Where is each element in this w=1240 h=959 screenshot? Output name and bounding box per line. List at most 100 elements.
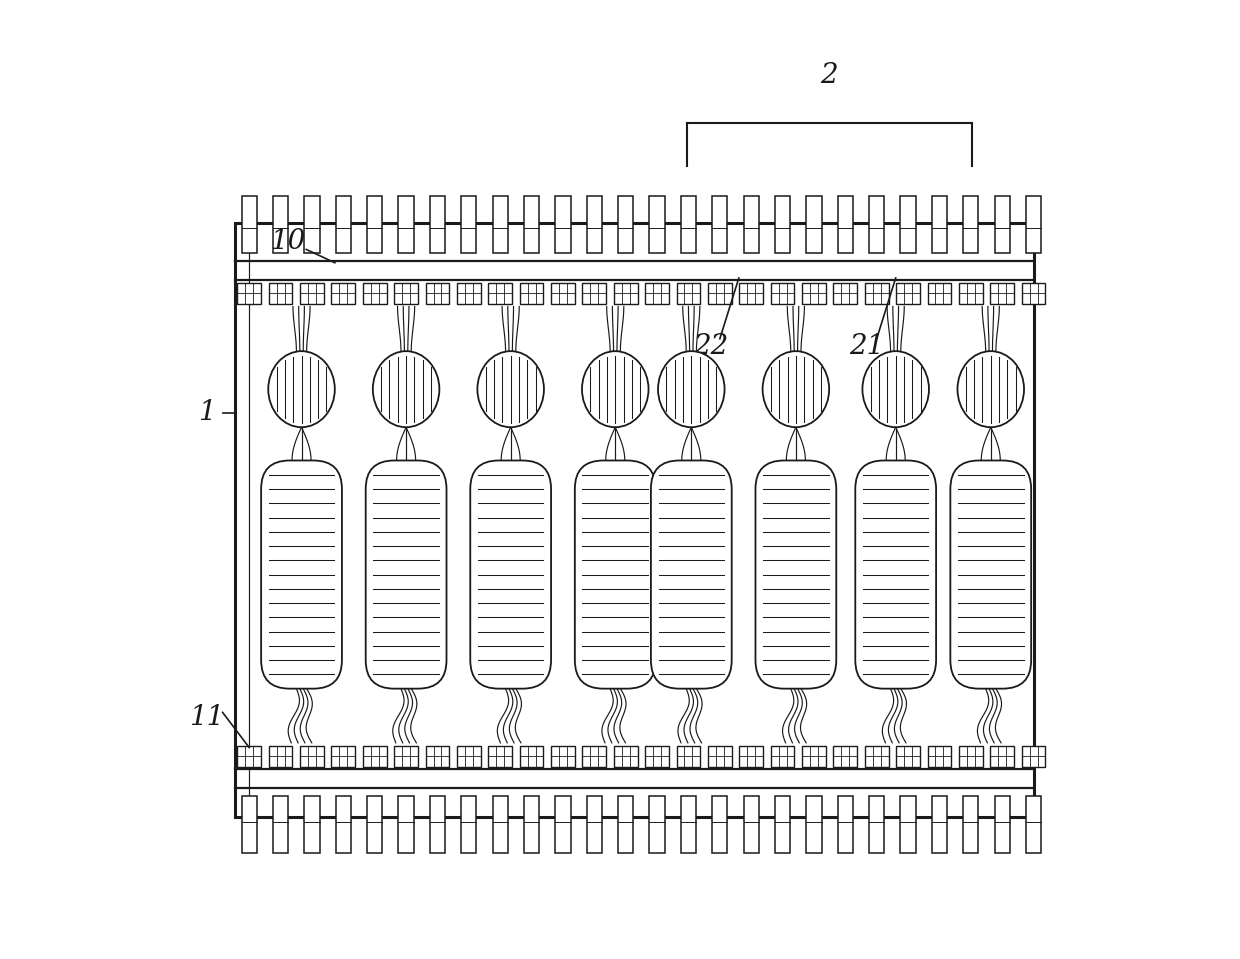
Bar <box>963 197 978 253</box>
Text: 22: 22 <box>693 333 728 360</box>
Bar <box>994 197 1009 253</box>
Ellipse shape <box>582 351 649 427</box>
Ellipse shape <box>268 351 335 427</box>
Bar <box>461 796 476 854</box>
Bar <box>551 283 575 304</box>
Bar <box>336 796 351 854</box>
Bar <box>551 746 575 766</box>
Bar <box>234 222 1034 817</box>
FancyBboxPatch shape <box>262 460 342 689</box>
Bar <box>367 796 382 854</box>
Bar <box>802 746 826 766</box>
Bar <box>650 197 665 253</box>
Bar <box>931 796 947 854</box>
Bar <box>300 283 324 304</box>
Bar <box>242 197 257 253</box>
Bar <box>363 283 387 304</box>
Bar <box>618 796 634 854</box>
Text: 10: 10 <box>269 228 305 255</box>
Bar <box>269 746 293 766</box>
Bar <box>492 197 508 253</box>
Bar <box>556 796 570 854</box>
Ellipse shape <box>763 351 830 427</box>
Bar <box>744 796 759 854</box>
Bar <box>900 197 915 253</box>
Bar <box>520 746 543 766</box>
Bar <box>331 746 355 766</box>
Bar <box>614 283 637 304</box>
Bar <box>336 197 351 253</box>
Bar <box>242 796 257 854</box>
Bar <box>525 796 539 854</box>
Bar <box>806 796 822 854</box>
Bar <box>269 283 293 304</box>
Bar <box>489 283 512 304</box>
Ellipse shape <box>863 351 929 427</box>
Ellipse shape <box>658 351 724 427</box>
Bar <box>712 197 728 253</box>
Text: 1: 1 <box>197 400 216 427</box>
Bar <box>677 746 701 766</box>
Bar <box>802 283 826 304</box>
Bar <box>994 796 1009 854</box>
Bar <box>650 796 665 854</box>
Bar <box>900 796 915 854</box>
Bar <box>1022 746 1045 766</box>
Bar <box>394 283 418 304</box>
Bar <box>583 746 606 766</box>
Bar <box>806 197 822 253</box>
Bar <box>583 283 606 304</box>
Bar <box>897 283 920 304</box>
Bar <box>744 197 759 253</box>
Bar <box>489 746 512 766</box>
Bar <box>300 746 324 766</box>
Bar <box>833 746 857 766</box>
Bar <box>398 796 414 854</box>
Bar <box>928 283 951 304</box>
Bar <box>618 197 634 253</box>
FancyBboxPatch shape <box>651 460 732 689</box>
Bar <box>492 796 508 854</box>
Bar <box>331 283 355 304</box>
Bar <box>304 796 320 854</box>
FancyBboxPatch shape <box>470 460 551 689</box>
Bar <box>1025 197 1042 253</box>
Bar <box>739 283 763 304</box>
Bar <box>237 746 262 766</box>
Ellipse shape <box>957 351 1024 427</box>
Bar <box>273 796 288 854</box>
Text: 21: 21 <box>849 333 885 360</box>
Bar <box>771 746 795 766</box>
Bar <box>869 796 884 854</box>
Bar <box>461 197 476 253</box>
Bar <box>520 283 543 304</box>
Bar <box>394 746 418 766</box>
Bar <box>304 197 320 253</box>
FancyBboxPatch shape <box>575 460 656 689</box>
Bar <box>864 283 889 304</box>
Bar <box>525 197 539 253</box>
Bar <box>931 197 947 253</box>
Bar <box>959 283 982 304</box>
Bar <box>645 746 668 766</box>
FancyBboxPatch shape <box>366 460 446 689</box>
Bar <box>838 796 853 854</box>
Bar <box>614 746 637 766</box>
FancyBboxPatch shape <box>950 460 1032 689</box>
Bar <box>1022 283 1045 304</box>
Bar <box>708 283 732 304</box>
Bar <box>587 796 601 854</box>
Bar <box>556 197 570 253</box>
FancyBboxPatch shape <box>856 460 936 689</box>
Bar <box>430 197 445 253</box>
Bar <box>708 746 732 766</box>
Bar <box>771 283 795 304</box>
Bar <box>458 283 481 304</box>
Bar <box>838 197 853 253</box>
Bar <box>237 283 262 304</box>
Bar <box>645 283 668 304</box>
Ellipse shape <box>373 351 439 427</box>
Bar <box>991 746 1014 766</box>
Bar <box>1025 796 1042 854</box>
Bar <box>273 197 288 253</box>
